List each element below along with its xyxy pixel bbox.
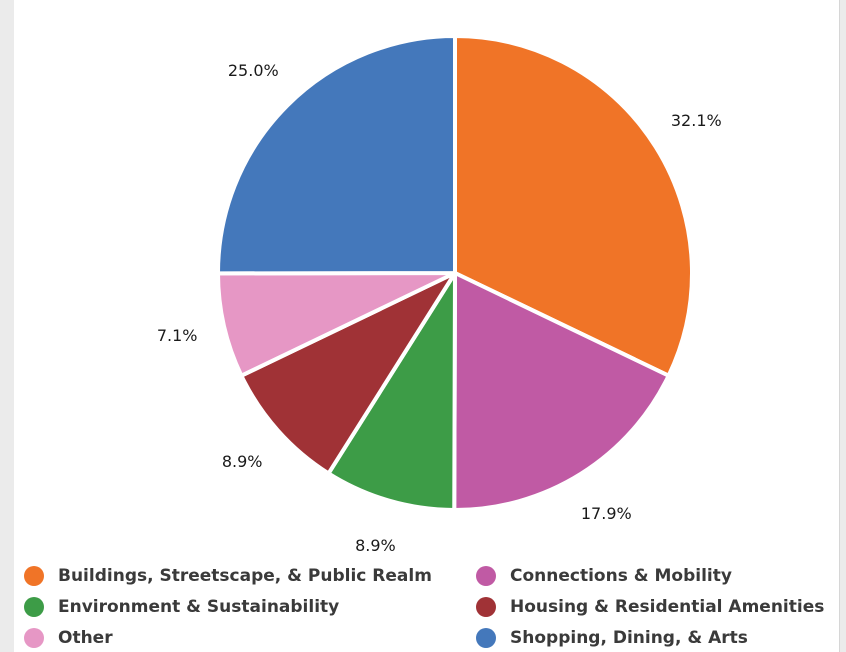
legend-item-other[interactable]: Other	[24, 624, 476, 651]
legend-swatch	[24, 596, 44, 617]
legend-item-buildings[interactable]: Buildings, Streetscape, & Public Realm	[24, 562, 476, 589]
slice-environment[interactable]	[326, 271, 457, 512]
slice-value-label: 32.1%	[671, 111, 722, 130]
slice-connections[interactable]	[452, 271, 671, 513]
slice-shopping[interactable]	[215, 34, 457, 276]
legend-swatch	[476, 596, 496, 617]
legend-item-connections[interactable]: Connections & Mobility	[476, 562, 840, 589]
slice-other[interactable]	[216, 271, 457, 378]
slice-value-label: 25.0%	[228, 61, 279, 80]
legend-swatch	[476, 565, 496, 586]
slice-buildings[interactable]	[453, 34, 694, 378]
slice-value-label: 8.9%	[355, 536, 396, 555]
legend-label: Shopping, Dining, & Arts	[510, 627, 748, 648]
legend: Buildings, Streetscape, & Public Realm C…	[24, 562, 840, 651]
legend-swatch	[476, 627, 496, 648]
legend-swatch	[24, 565, 44, 586]
legend-item-environment[interactable]: Environment & Sustainability	[24, 593, 476, 620]
legend-swatch	[24, 627, 44, 648]
legend-item-housing[interactable]: Housing & Residential Amenities	[476, 593, 840, 620]
legend-label: Other	[58, 627, 113, 648]
slice-value-label: 17.9%	[581, 504, 632, 523]
slice-value-label: 8.9%	[222, 452, 263, 471]
slice-value-label: 7.1%	[157, 326, 198, 345]
legend-item-shopping[interactable]: Shopping, Dining, & Arts	[476, 624, 840, 651]
legend-label: Connections & Mobility	[510, 565, 732, 586]
legend-label: Housing & Residential Amenities	[510, 596, 825, 617]
legend-label: Environment & Sustainability	[58, 596, 340, 617]
legend-label: Buildings, Streetscape, & Public Realm	[58, 565, 432, 586]
slice-housing[interactable]	[239, 271, 457, 476]
